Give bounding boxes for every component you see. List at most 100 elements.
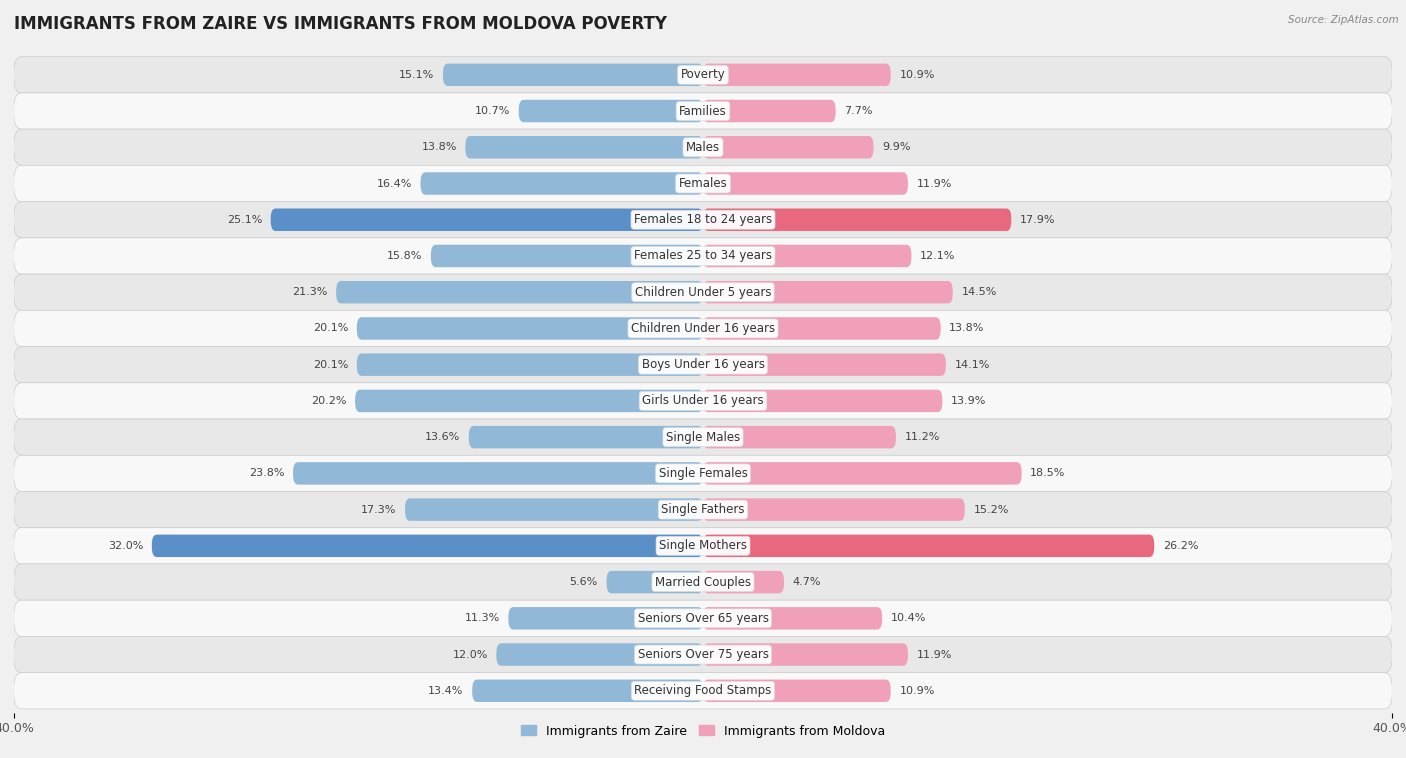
FancyBboxPatch shape: [14, 310, 1392, 346]
Text: 18.5%: 18.5%: [1031, 468, 1066, 478]
Text: 14.5%: 14.5%: [962, 287, 997, 297]
FancyBboxPatch shape: [703, 390, 942, 412]
Text: 14.1%: 14.1%: [955, 360, 990, 370]
FancyBboxPatch shape: [430, 245, 703, 268]
Text: Receiving Food Stamps: Receiving Food Stamps: [634, 684, 772, 697]
FancyBboxPatch shape: [703, 208, 1011, 231]
Text: Single Females: Single Females: [658, 467, 748, 480]
Text: 16.4%: 16.4%: [377, 178, 412, 189]
FancyBboxPatch shape: [703, 64, 891, 86]
Text: 9.9%: 9.9%: [882, 143, 911, 152]
Text: 11.2%: 11.2%: [904, 432, 939, 442]
Text: Single Fathers: Single Fathers: [661, 503, 745, 516]
Text: 15.2%: 15.2%: [973, 505, 1008, 515]
FancyBboxPatch shape: [14, 456, 1392, 491]
Text: 23.8%: 23.8%: [249, 468, 284, 478]
Text: 11.9%: 11.9%: [917, 650, 952, 659]
Text: 15.1%: 15.1%: [399, 70, 434, 80]
Legend: Immigrants from Zaire, Immigrants from Moldova: Immigrants from Zaire, Immigrants from M…: [516, 719, 890, 743]
Text: Females 25 to 34 years: Females 25 to 34 years: [634, 249, 772, 262]
FancyBboxPatch shape: [509, 607, 703, 630]
Text: 10.9%: 10.9%: [900, 686, 935, 696]
Text: 32.0%: 32.0%: [108, 541, 143, 551]
FancyBboxPatch shape: [420, 172, 703, 195]
Text: Seniors Over 65 years: Seniors Over 65 years: [637, 612, 769, 625]
Text: 20.1%: 20.1%: [312, 324, 349, 334]
Text: Single Mothers: Single Mothers: [659, 540, 747, 553]
Text: Boys Under 16 years: Boys Under 16 years: [641, 359, 765, 371]
FancyBboxPatch shape: [152, 534, 703, 557]
FancyBboxPatch shape: [336, 281, 703, 303]
Text: Families: Families: [679, 105, 727, 117]
FancyBboxPatch shape: [357, 317, 703, 340]
FancyBboxPatch shape: [519, 100, 703, 122]
Text: 13.6%: 13.6%: [425, 432, 460, 442]
Text: 11.9%: 11.9%: [917, 178, 952, 189]
FancyBboxPatch shape: [405, 498, 703, 521]
Text: 4.7%: 4.7%: [793, 577, 821, 587]
FancyBboxPatch shape: [703, 680, 891, 702]
Text: 5.6%: 5.6%: [569, 577, 598, 587]
FancyBboxPatch shape: [703, 644, 908, 666]
Text: 13.9%: 13.9%: [950, 396, 987, 406]
FancyBboxPatch shape: [443, 64, 703, 86]
FancyBboxPatch shape: [14, 165, 1392, 202]
FancyBboxPatch shape: [14, 93, 1392, 129]
Text: Poverty: Poverty: [681, 68, 725, 81]
Text: Single Males: Single Males: [666, 431, 740, 443]
Text: 13.8%: 13.8%: [949, 324, 984, 334]
FancyBboxPatch shape: [703, 607, 882, 630]
Text: Girls Under 16 years: Girls Under 16 years: [643, 394, 763, 407]
FancyBboxPatch shape: [292, 462, 703, 484]
Text: 17.9%: 17.9%: [1019, 215, 1056, 224]
FancyBboxPatch shape: [703, 534, 1154, 557]
FancyBboxPatch shape: [357, 353, 703, 376]
Text: 20.2%: 20.2%: [311, 396, 346, 406]
Text: Females: Females: [679, 177, 727, 190]
Text: 7.7%: 7.7%: [844, 106, 873, 116]
Text: 21.3%: 21.3%: [292, 287, 328, 297]
Text: Source: ZipAtlas.com: Source: ZipAtlas.com: [1288, 15, 1399, 25]
FancyBboxPatch shape: [703, 317, 941, 340]
FancyBboxPatch shape: [703, 498, 965, 521]
FancyBboxPatch shape: [468, 426, 703, 449]
FancyBboxPatch shape: [14, 637, 1392, 672]
Text: Seniors Over 75 years: Seniors Over 75 years: [637, 648, 769, 661]
Text: 20.1%: 20.1%: [312, 360, 349, 370]
Text: Children Under 16 years: Children Under 16 years: [631, 322, 775, 335]
FancyBboxPatch shape: [14, 346, 1392, 383]
FancyBboxPatch shape: [703, 245, 911, 268]
FancyBboxPatch shape: [356, 390, 703, 412]
FancyBboxPatch shape: [14, 491, 1392, 528]
Text: 13.8%: 13.8%: [422, 143, 457, 152]
FancyBboxPatch shape: [703, 136, 873, 158]
Text: 15.8%: 15.8%: [387, 251, 422, 261]
Text: Married Couples: Married Couples: [655, 575, 751, 588]
Text: 13.4%: 13.4%: [429, 686, 464, 696]
FancyBboxPatch shape: [14, 383, 1392, 419]
FancyBboxPatch shape: [465, 136, 703, 158]
FancyBboxPatch shape: [703, 281, 953, 303]
Text: Children Under 5 years: Children Under 5 years: [634, 286, 772, 299]
FancyBboxPatch shape: [14, 419, 1392, 456]
Text: 10.9%: 10.9%: [900, 70, 935, 80]
FancyBboxPatch shape: [14, 672, 1392, 709]
FancyBboxPatch shape: [703, 571, 785, 594]
Text: Females 18 to 24 years: Females 18 to 24 years: [634, 213, 772, 226]
Text: 25.1%: 25.1%: [226, 215, 262, 224]
FancyBboxPatch shape: [14, 564, 1392, 600]
FancyBboxPatch shape: [14, 528, 1392, 564]
FancyBboxPatch shape: [496, 644, 703, 666]
Text: 12.0%: 12.0%: [453, 650, 488, 659]
FancyBboxPatch shape: [472, 680, 703, 702]
FancyBboxPatch shape: [703, 462, 1022, 484]
FancyBboxPatch shape: [14, 238, 1392, 274]
FancyBboxPatch shape: [703, 100, 835, 122]
FancyBboxPatch shape: [14, 129, 1392, 165]
Text: IMMIGRANTS FROM ZAIRE VS IMMIGRANTS FROM MOLDOVA POVERTY: IMMIGRANTS FROM ZAIRE VS IMMIGRANTS FROM…: [14, 15, 666, 33]
FancyBboxPatch shape: [703, 172, 908, 195]
FancyBboxPatch shape: [703, 353, 946, 376]
Text: 26.2%: 26.2%: [1163, 541, 1198, 551]
Text: Males: Males: [686, 141, 720, 154]
FancyBboxPatch shape: [703, 426, 896, 449]
